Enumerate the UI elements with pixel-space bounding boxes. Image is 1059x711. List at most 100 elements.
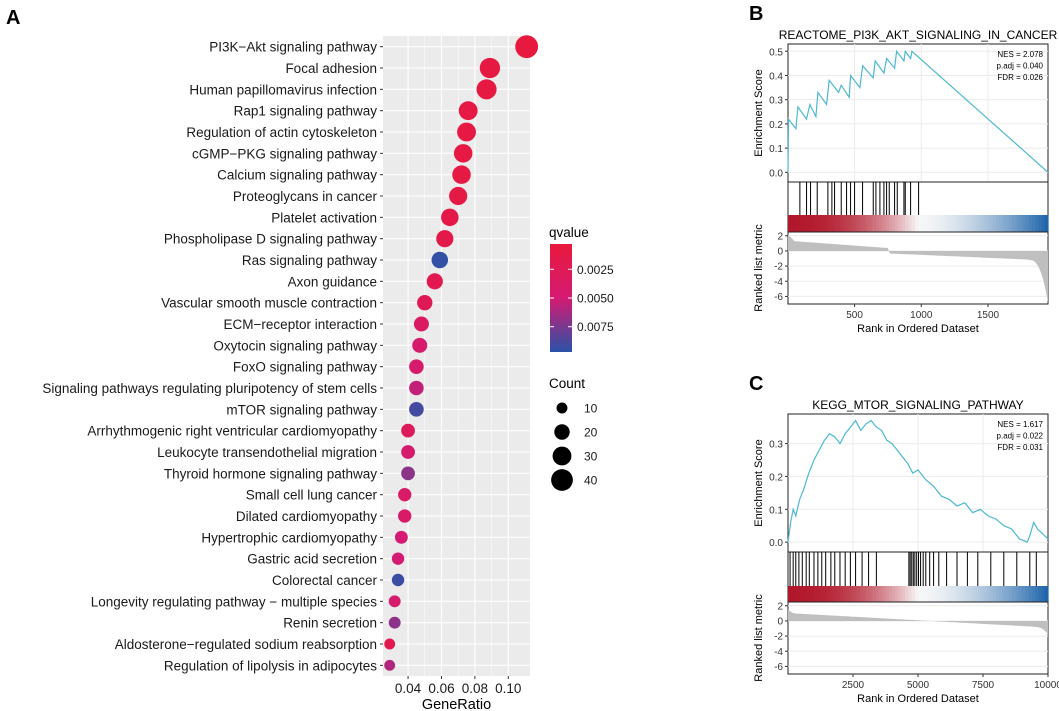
gsea-c-heat-segment [1028,586,1033,602]
legend-size-circle [556,402,568,414]
gsea-b-metric-tick-label: 2 [777,231,783,242]
gsea-b-heat-segment [882,215,887,232]
gsea-c-heat-segment [966,586,971,602]
term-label: mTOR signaling pathway [226,402,377,417]
dot-point [409,402,424,417]
gsea-b-metric-tick-label: -6 [774,292,783,303]
term-label: Regulation of lipolysis in adipocytes [164,658,377,673]
gsea-b-heat-segment [801,215,805,232]
gsea-b-heat-segment [927,215,932,232]
term-label: Colorectal cancer [272,573,378,588]
gsea-b-heat-segment [934,215,939,232]
gsea-b-heat-segment [970,215,974,232]
dot-point [401,445,415,459]
term-label: Oxytocin signaling pathway [213,338,377,353]
gsea-b-heat-segment [879,215,883,232]
gsea-b-heat-segment [830,215,835,232]
gsea-c-es-curve [787,419,1049,543]
gsea-c-heat-segment [953,586,958,602]
dot-point [388,595,401,608]
gsea-c-heat-segment [856,586,861,602]
gsea-b-heat-segment [849,215,854,232]
term-label: Small cell lung cancer [246,488,378,503]
gsea-c-heat-segment [1031,586,1036,602]
gsea-b-heat-segment [823,215,828,232]
legend-size-circle [552,446,572,466]
gsea-b-heat-segment [999,215,1004,232]
gsea-b-heat-segment [1005,215,1010,232]
gsea-c-heat-segment [846,586,851,602]
legend-size-label: 40 [584,474,598,488]
gsea-c-heat-segment [950,586,955,602]
gsea-b-heat-segment [989,215,994,232]
gsea-b-heat-segment [1002,215,1007,232]
gsea-b-heat-segment [853,215,857,232]
gsea-b-heat-segment [866,215,870,232]
gsea-c-heat-segment [836,586,841,602]
gsea-c-heat-segment [914,586,919,602]
gsea-c-heat-segment [879,586,883,602]
gsea-c-heat-segment [1009,586,1013,602]
gsea-c-heat-segment [827,586,831,602]
legend-size-label: 30 [584,450,598,464]
gsea-c-heat-segment [810,586,815,602]
panel-label-a: A [6,7,20,29]
gsea-b-heat-segment [788,215,792,232]
gsea-c-heat-segment [944,586,948,602]
dot-point [394,530,408,544]
gsea-b-heat-segment [1035,215,1039,232]
term-label: Human papillomavirus infection [189,82,377,97]
gsea-c-heat-segment [973,586,978,602]
gsea-c-heat-segment [866,586,870,602]
gsea-c-heat-segment [940,586,945,602]
qvalue-colorbar [550,244,572,352]
gsea-c-es-tick-label: 0.3 [769,440,783,451]
gsea-c-es-tick-label: 0.2 [769,472,783,483]
gsea-b-heat-segment [966,215,971,232]
gsea-c-heat-segment [1038,586,1043,602]
dot-point [391,552,405,565]
gsea-b-heat-segment [875,215,880,232]
term-label: Platelet activation [271,210,377,225]
gsea-b-es-tick-label: 0.5 [769,47,783,58]
gsea-c-heat-segment [921,586,926,602]
colorbar-tick-label: 0.0025 [577,263,614,277]
gsea-b-es-tick-label: 0.4 [769,71,783,82]
dot-point [449,186,468,206]
gsea-b-heat-segment [1031,215,1036,232]
term-label: Focal adhesion [285,61,377,76]
gsea-c-heat-segment [924,586,929,602]
gsea-b-heat-segment [1038,215,1043,232]
gsea-b-xlabel: Rank in Ordered Dataset [857,323,979,335]
gsea-b-heat-segment [992,215,997,232]
term-label: ECM−receptor interaction [224,317,377,332]
term-label: Aldosterone−regulated sodium reabsorptio… [115,637,377,652]
gsea-b-heat-segment [836,215,841,232]
gsea-b-stat: p.adj = 0.040 [997,62,1044,71]
gsea-b-heat-segment [840,215,844,232]
gsea-b-es-ylabel: Enrichment Score [753,69,765,156]
gsea-b-heat-segment [846,215,851,232]
gsea-c-heat-segment [934,586,939,602]
dot-point [384,659,396,671]
gsea-b-heat-segment [817,215,822,232]
dot-point [458,101,478,121]
gsea-b-es-tick-label: 0.1 [769,144,783,155]
gsea-c-heat-segment [905,586,909,602]
gsea-b-heat-segment [1012,215,1017,232]
dot-point [391,573,405,587]
dot-point [431,251,449,269]
gsea-c-heat-segment [801,586,805,602]
gsea-c-heat-segment [1041,586,1046,602]
term-label: PI3K−Akt signaling pathway [209,40,377,55]
gsea-b-heat-segment [869,215,874,232]
gsea-b-heat-segment [973,215,978,232]
term-label: cGMP−PKG signaling pathway [192,146,377,161]
gsea-b-heat-segment [996,215,1000,232]
gsea-c-heat-segment [911,586,916,602]
gsea-b-heat-segment [937,215,942,232]
gsea-c-heat-segment [807,586,812,602]
legend-qvalue-title: qvalue [549,225,589,240]
gsea-b-heat-segment [827,215,831,232]
